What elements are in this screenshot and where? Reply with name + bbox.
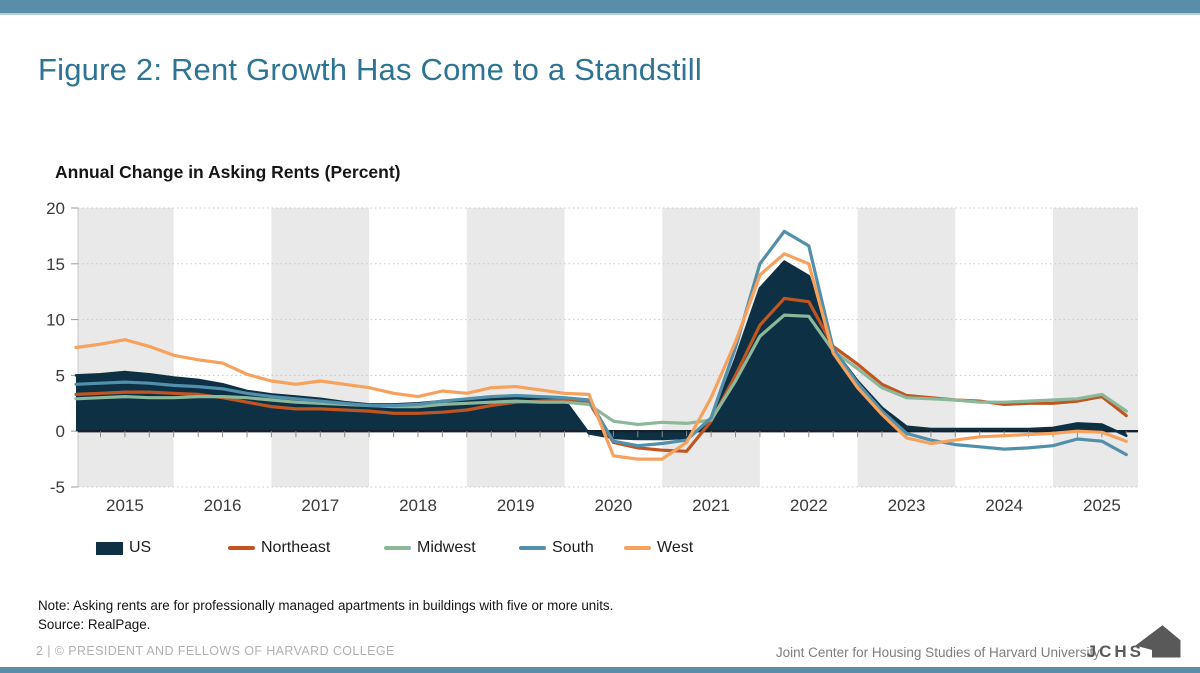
- legend-label-west: West: [657, 539, 694, 556]
- x-tick-label-2023: 2023: [888, 496, 926, 515]
- legend-swatch-northeast: [228, 545, 255, 551]
- x-tick-label-2024: 2024: [985, 496, 1023, 515]
- year-band-2025: [1053, 208, 1138, 487]
- x-tick-label-2016: 2016: [204, 496, 242, 515]
- chart-notes: Note: Asking rents are for professionall…: [38, 597, 613, 634]
- legend-item-south: South: [519, 537, 594, 559]
- x-tick-label-2019: 2019: [497, 496, 535, 515]
- chart-title: Annual Change in Asking Rents (Percent): [55, 162, 401, 182]
- legend-item-west: West: [624, 537, 693, 559]
- footer-copyright: 2 | © PRESIDENT AND FELLOWS OF HARVARD C…: [36, 644, 395, 658]
- series-line-west: [74, 252, 1128, 461]
- jchs-logo-text: JCHS: [1086, 642, 1144, 661]
- footer-org: Joint Center for Housing Studies of Harv…: [775, 645, 1100, 660]
- year-band-2015: [78, 208, 174, 487]
- y-tick-label-0: 0: [56, 422, 65, 441]
- legend-label-us: US: [129, 539, 152, 556]
- legend-swatch-midwest: [384, 545, 411, 551]
- legend-swatch-west: [624, 545, 651, 551]
- legend-label-midwest: Midwest: [417, 539, 476, 556]
- x-tick-label-2017: 2017: [301, 496, 339, 515]
- top-accent-bar: [0, 0, 1200, 15]
- chart-source: Source: RealPage.: [38, 616, 151, 632]
- jchs-house-icon: [1135, 625, 1181, 658]
- chart-legend: US Northeast Midwest South West: [0, 537, 1200, 559]
- x-tick-label-2018: 2018: [399, 496, 437, 515]
- legend-label-south: South: [552, 539, 594, 556]
- legend-label-northeast: Northeast: [261, 539, 331, 556]
- legend-swatch-us: [96, 541, 123, 555]
- x-tick-label-2022: 2022: [790, 496, 828, 515]
- legend-item-northeast: Northeast: [228, 537, 330, 559]
- jchs-logo: JCHS: [1087, 621, 1182, 661]
- chart-note: Note: Asking rents are for professionall…: [38, 598, 614, 613]
- year-band-2017: [271, 208, 370, 487]
- bottom-accent-bar: [0, 667, 1200, 673]
- x-tick-label-2015: 2015: [106, 496, 144, 515]
- y-tick-label-10: 10: [46, 311, 65, 330]
- x-tick-label-2020: 2020: [594, 496, 632, 515]
- y-tick-label--5: -5: [50, 478, 65, 497]
- y-tick-label-15: 15: [46, 255, 65, 274]
- x-tick-label-2025: 2025: [1083, 496, 1121, 515]
- legend-item-midwest: Midwest: [384, 537, 476, 559]
- y-tick-label-20: 20: [46, 199, 65, 218]
- legend-item-us: US: [96, 537, 151, 559]
- x-tick-label-2021: 2021: [692, 496, 730, 515]
- year-band-2023: [857, 208, 956, 487]
- series-line-south: [74, 229, 1128, 457]
- legend-swatch-south: [519, 545, 546, 551]
- year-band-2019: [466, 208, 565, 487]
- y-tick-label-5: 5: [56, 366, 65, 385]
- series-line-us: [74, 260, 1128, 441]
- page-title: Figure 2: Rent Growth Has Come to a Stan…: [38, 52, 702, 87]
- series-line-midwest: [74, 313, 1128, 427]
